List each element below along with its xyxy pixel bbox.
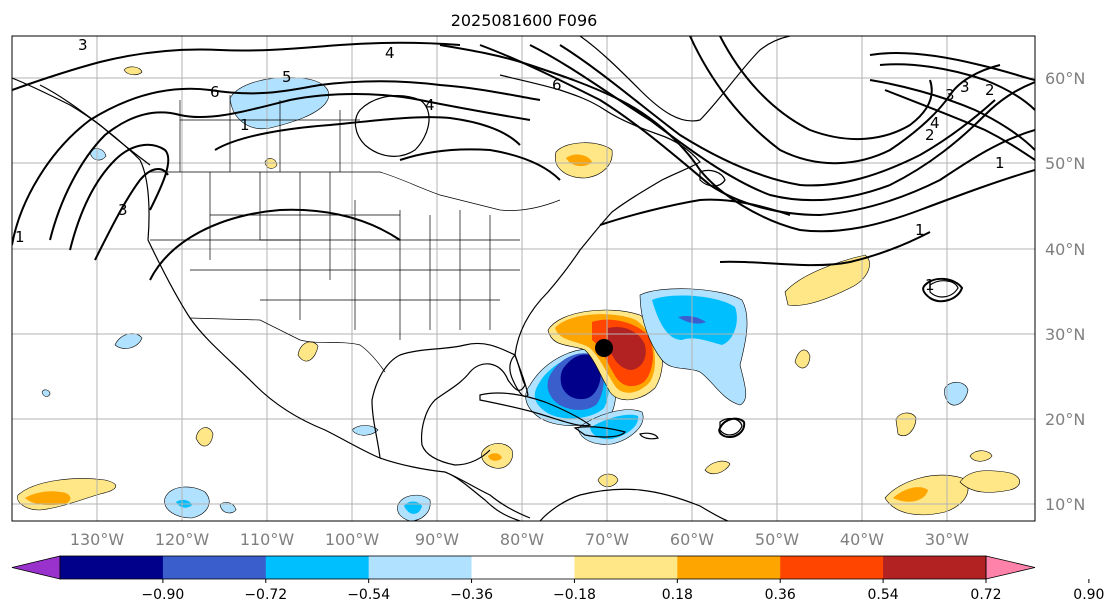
colorbar-segment [60, 556, 164, 579]
lat-label: 10°N [1045, 495, 1085, 514]
colorbar-extend-low [11, 555, 61, 580]
shade-yellow-east-2 [959, 470, 1020, 493]
colorbar-segment [883, 556, 987, 579]
contour-label: 4 [385, 44, 395, 62]
colorbar-tick-label: 0.90 [1073, 587, 1104, 603]
lon-label: 40°W [840, 530, 884, 549]
shade-light-blue-pacific-2 [41, 389, 51, 397]
colorbar-tick-label: 0.72 [970, 587, 1001, 603]
shade-light-blue-east-4 [944, 381, 969, 406]
contour-label: 2 [925, 126, 935, 144]
map-frame-bg [12, 36, 1035, 521]
lat-label: 30°N [1045, 325, 1085, 344]
map-title: 2025081600 F096 [451, 11, 598, 30]
colorbar-segment [368, 556, 473, 579]
colorbar-segment [162, 556, 267, 579]
lon-label: 30°W [925, 530, 969, 549]
colorbar-ticks: −0.90 −0.72 −0.54 −0.36 −0.18 0.18 0.36 0.54 0.7… [141, 579, 1104, 603]
colorbar-segment [574, 556, 678, 579]
colorbar-tick-label: 0.18 [662, 587, 693, 603]
storm-center-marker [595, 339, 613, 357]
shade-dark-blue-storm [560, 354, 601, 400]
shade-yellow-baja [297, 341, 319, 362]
colorbar-segment [265, 556, 370, 579]
contour-label: 3 [960, 78, 970, 96]
shade-light-blue-alaska [89, 148, 107, 161]
shade-yellow-small-3 [704, 460, 731, 475]
shade-yellow-small-1 [794, 349, 811, 369]
colorbar-tick-label: −0.54 [347, 587, 390, 603]
lon-label: 50°W [755, 530, 799, 549]
shade-light-blue-mexico [351, 425, 379, 436]
contour-label: 1 [15, 228, 25, 246]
shade-dark-red-storm [608, 326, 646, 370]
colorbar: −0.90 −0.72 −0.54 −0.36 −0.18 0.18 0.36 0.54 0.7… [11, 555, 1104, 603]
lat-label: 20°N [1045, 410, 1085, 429]
contour-label: 2 [985, 81, 995, 99]
shade-orange-east-1 [893, 487, 928, 502]
lon-label: 90°W [415, 530, 459, 549]
lon-label: 60°W [670, 530, 714, 549]
contour-label: 1 [240, 116, 250, 134]
lon-label: 120°W [155, 530, 210, 549]
shade-yellow-small-5 [123, 66, 143, 76]
lon-label: 80°W [500, 530, 544, 549]
shade-light-blue-pacific-4 [219, 501, 237, 514]
coastlines [12, 36, 959, 521]
lat-label: 50°N [1045, 154, 1085, 173]
contour-label: 1 [925, 276, 935, 294]
colorbar-outline [59, 555, 987, 580]
shade-light-blue-pacific-1 [114, 333, 143, 349]
shade-sky-blue-caribbean [590, 414, 639, 440]
longitude-labels: 130°W 120°W 110°W 100°W 90°W 80°W 70°W 6… [70, 530, 969, 549]
contour-label: 3 [118, 201, 128, 219]
borders [150, 95, 561, 373]
colorbar-tick-label: −0.36 [450, 587, 493, 603]
lon-label: 70°W [585, 530, 629, 549]
lon-label: 110°W [240, 530, 295, 549]
contour-label: 6 [210, 83, 220, 101]
shade-yellow-midatlantic [784, 254, 870, 306]
colorbar-tick-label: −0.72 [244, 587, 287, 603]
shade-orange-pacific-west [25, 491, 71, 506]
colorbar-segment [471, 556, 575, 579]
contour-label: 1 [915, 221, 925, 239]
graticule [12, 36, 1035, 521]
shade-yellow-colombia [597, 473, 619, 488]
map-content: 3 6 5 4 1 6 4 3 1 2 3 3 4 2 1 1 1 [12, 36, 1035, 521]
lat-label: 60°N [1045, 69, 1085, 88]
contour-label: 5 [282, 68, 292, 86]
contours [12, 36, 1035, 438]
map-frame-border [11, 35, 1036, 522]
colorbar-tick-label: −0.18 [553, 587, 596, 603]
shade-sky-blue-pacific-5 [404, 501, 422, 514]
colorbar-segment [677, 556, 781, 579]
contour-label: 3 [78, 36, 88, 54]
shade-orange-yucatan [488, 453, 502, 461]
contour-label: 3 [945, 86, 955, 104]
colorbar-segments [11, 555, 1036, 580]
colorbar-tick-label: 0.54 [868, 587, 899, 603]
colorbar-tick-label: −0.90 [141, 587, 184, 603]
contour-label: 4 [425, 96, 435, 114]
contour-label: 1 [995, 154, 1005, 172]
contour-label: 4 [930, 114, 940, 132]
shade-yellow-east-3 [969, 450, 993, 462]
lon-label: 130°W [70, 530, 125, 549]
lon-label: 100°W [325, 530, 380, 549]
colorbar-extend-high [985, 555, 1036, 580]
latitude-labels: 60°N 50°N 40°N 30°N 20°N 10°N [1045, 69, 1085, 514]
contour-label: 6 [552, 76, 562, 94]
shade-yellow-pacific-1 [195, 427, 214, 447]
contour-labels: 3 6 5 4 1 6 4 3 1 2 3 3 4 2 1 1 1 [15, 36, 1005, 294]
lat-label: 40°N [1045, 240, 1085, 259]
colorbar-segment [780, 556, 884, 579]
colorbar-tick-label: 0.36 [765, 587, 796, 603]
